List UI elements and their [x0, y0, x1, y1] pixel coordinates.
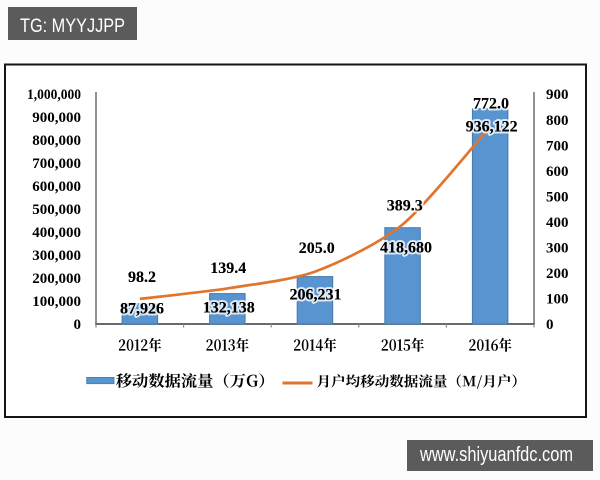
- svg-text:772.0: 772.0: [473, 96, 509, 113]
- svg-text:300: 300: [546, 241, 569, 257]
- svg-text:800: 800: [546, 113, 569, 129]
- svg-text:132,138: 132,138: [203, 300, 255, 317]
- svg-text:400,000: 400,000: [32, 225, 81, 241]
- svg-text:139.4: 139.4: [210, 260, 246, 277]
- svg-text:936,122: 936,122: [466, 119, 518, 136]
- svg-text:772.0: 772.0: [473, 96, 509, 113]
- svg-text:98.2: 98.2: [128, 269, 156, 286]
- svg-text:200: 200: [546, 266, 569, 282]
- svg-text:500: 500: [546, 189, 569, 205]
- svg-text:206,231: 206,231: [290, 287, 342, 304]
- svg-text:132,138: 132,138: [203, 300, 255, 317]
- svg-text:900,000: 900,000: [32, 110, 81, 126]
- svg-text:936,122: 936,122: [466, 119, 518, 136]
- svg-text:98.2: 98.2: [128, 269, 156, 286]
- svg-text:700: 700: [546, 138, 569, 154]
- svg-text:300,000: 300,000: [32, 248, 81, 264]
- svg-text:700,000: 700,000: [32, 156, 81, 172]
- svg-text:www.shiyuanfdc.com: www.shiyuanfdc.com: [419, 444, 573, 466]
- svg-text:0: 0: [74, 317, 82, 333]
- svg-text:205.0: 205.0: [299, 240, 335, 257]
- svg-text:389.3: 389.3: [387, 198, 423, 215]
- svg-text:139.4: 139.4: [210, 260, 246, 277]
- svg-text:87,926: 87,926: [120, 301, 164, 318]
- svg-text:400: 400: [546, 215, 569, 231]
- svg-text:206,231: 206,231: [290, 287, 342, 304]
- svg-text:800,000: 800,000: [32, 133, 81, 149]
- svg-text:100: 100: [546, 292, 569, 308]
- svg-text:0: 0: [546, 317, 554, 333]
- svg-text:200,000: 200,000: [32, 271, 81, 287]
- svg-text:900: 900: [546, 87, 569, 103]
- svg-text:500,000: 500,000: [32, 202, 81, 218]
- svg-text:600: 600: [546, 164, 569, 180]
- svg-text:389.3: 389.3: [387, 198, 423, 215]
- svg-text:TG: MYYJJPP: TG: MYYJJPP: [20, 15, 125, 37]
- svg-text:600,000: 600,000: [32, 179, 81, 195]
- svg-text:418,680: 418,680: [380, 240, 432, 257]
- svg-text:418,680: 418,680: [380, 240, 432, 257]
- svg-text:100,000: 100,000: [32, 294, 81, 310]
- svg-text:87,926: 87,926: [120, 301, 164, 318]
- svg-text:1,000,000: 1,000,000: [27, 87, 81, 103]
- svg-text:205.0: 205.0: [299, 240, 335, 257]
